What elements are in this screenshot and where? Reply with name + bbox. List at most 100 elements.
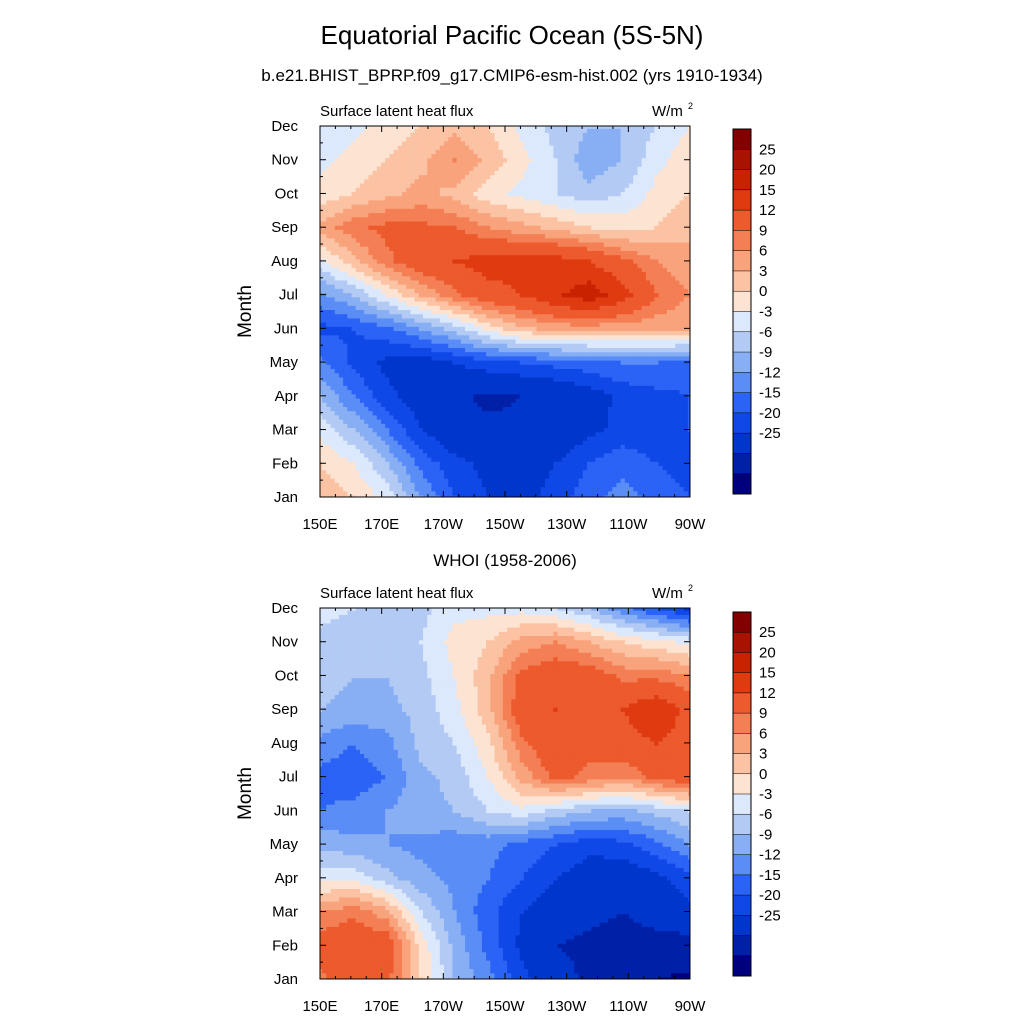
heatmap-cell xyxy=(616,309,622,315)
heatmap-cell xyxy=(511,444,517,450)
heatmap-cell xyxy=(376,275,382,281)
heatmap-cell xyxy=(603,338,609,344)
heatmap-cell xyxy=(334,359,340,365)
heatmap-cell xyxy=(540,397,546,403)
heatmap-cell xyxy=(359,317,365,323)
heatmap-cell xyxy=(481,465,487,471)
heatmap-cell xyxy=(338,347,344,353)
heatmap-cell xyxy=(320,313,323,319)
heatmap-cell xyxy=(431,292,437,298)
heatmap-cell xyxy=(641,376,647,382)
heatmap-cell xyxy=(414,334,420,340)
heatmap-cell xyxy=(448,347,454,353)
heatmap-cell xyxy=(502,389,508,395)
heatmap-cell xyxy=(431,364,437,370)
heatmap-cell xyxy=(372,275,378,281)
heatmap-cell xyxy=(330,385,336,391)
heatmap-cell xyxy=(599,322,605,327)
heatmap-cell xyxy=(393,444,399,450)
heatmap-cell xyxy=(658,440,664,445)
heatmap-cell xyxy=(490,343,496,348)
heatmap-cell xyxy=(536,364,542,370)
heatmap-cell xyxy=(486,381,491,386)
heatmap-cell xyxy=(599,338,605,344)
heatmap-cell xyxy=(650,402,655,407)
heatmap-cell xyxy=(582,486,588,492)
heatmap-cell xyxy=(423,288,428,294)
heatmap-cell xyxy=(498,435,504,441)
heatmap-cell xyxy=(460,440,466,445)
heatmap-cell xyxy=(553,385,559,391)
heatmap-cell xyxy=(355,326,361,332)
heatmap-cell xyxy=(574,427,580,433)
heatmap-cell xyxy=(633,431,639,437)
heatmap-cell xyxy=(683,435,689,441)
heatmap-cell xyxy=(561,288,567,294)
heatmap-cell xyxy=(338,381,344,386)
heatmap-cell xyxy=(322,368,327,374)
heatmap-cell xyxy=(679,305,685,310)
heatmap-cell xyxy=(658,494,664,497)
heatmap-cell xyxy=(536,343,542,348)
heatmap-cell xyxy=(561,338,567,344)
heatmap-cell xyxy=(490,431,496,437)
heatmap-cell xyxy=(368,376,374,382)
heatmap-cell xyxy=(641,351,647,357)
heatmap-cell xyxy=(650,368,655,374)
heatmap-cell xyxy=(452,419,458,424)
heatmap-cell xyxy=(502,279,508,285)
heatmap-cell xyxy=(658,469,664,475)
heatmap-cell xyxy=(477,444,483,450)
heatmap-cell xyxy=(444,376,449,382)
heatmap-cell xyxy=(616,486,622,492)
heatmap-cell xyxy=(359,313,365,319)
heatmap-cell xyxy=(469,275,475,281)
heatmap-cell xyxy=(620,355,626,361)
heatmap-cell xyxy=(338,410,344,416)
heatmap-cell xyxy=(351,406,357,412)
sub-title: b.e21.BHIST_BPRP.f09_g17.CMIP6-esm-hist.… xyxy=(261,66,763,85)
heatmap-cell xyxy=(410,284,416,289)
heatmap-cell xyxy=(519,279,525,285)
heatmap-cell xyxy=(536,317,542,323)
heatmap-cell xyxy=(582,271,588,277)
heatmap-cell xyxy=(452,385,458,391)
heatmap-cell xyxy=(570,465,575,471)
heatmap-cell xyxy=(452,414,458,420)
heatmap-cell xyxy=(633,402,639,407)
heatmap-cell xyxy=(578,376,584,382)
heatmap-cell xyxy=(473,410,479,416)
heatmap-cell xyxy=(565,440,571,445)
heatmap-cell xyxy=(603,444,609,450)
heatmap-cell xyxy=(427,423,433,429)
heatmap-cell xyxy=(498,461,504,466)
heatmap-cell xyxy=(401,419,407,424)
heatmap-cell xyxy=(406,440,411,445)
heatmap-cell xyxy=(578,406,584,412)
heatmap-cell xyxy=(406,309,411,315)
heatmap-cell xyxy=(439,355,445,361)
heatmap-cell xyxy=(650,343,655,348)
heatmap-cell xyxy=(389,490,395,496)
heatmap-cell xyxy=(410,317,416,323)
heatmap-cell xyxy=(502,284,508,289)
heatmap-cell xyxy=(326,372,332,378)
heatmap-cell xyxy=(343,456,348,462)
heatmap-cell xyxy=(359,397,365,403)
heatmap-cell xyxy=(372,313,378,319)
heatmap-cell xyxy=(544,284,550,289)
heatmap-cell xyxy=(557,309,563,315)
heatmap-cell xyxy=(515,423,521,429)
heatmap-cell xyxy=(629,267,634,273)
heatmap-cell xyxy=(532,478,538,483)
heatmap-cell xyxy=(406,334,411,340)
heatmap-cell xyxy=(414,393,420,399)
heatmap-cell xyxy=(591,330,596,336)
heatmap-cell xyxy=(486,355,491,361)
heatmap-cell xyxy=(608,279,613,285)
heatmap-cell xyxy=(431,271,437,277)
heatmap-cell xyxy=(633,347,639,353)
heatmap-cell xyxy=(616,444,622,450)
heatmap-cell xyxy=(645,305,651,310)
heatmap-cell xyxy=(595,406,601,412)
